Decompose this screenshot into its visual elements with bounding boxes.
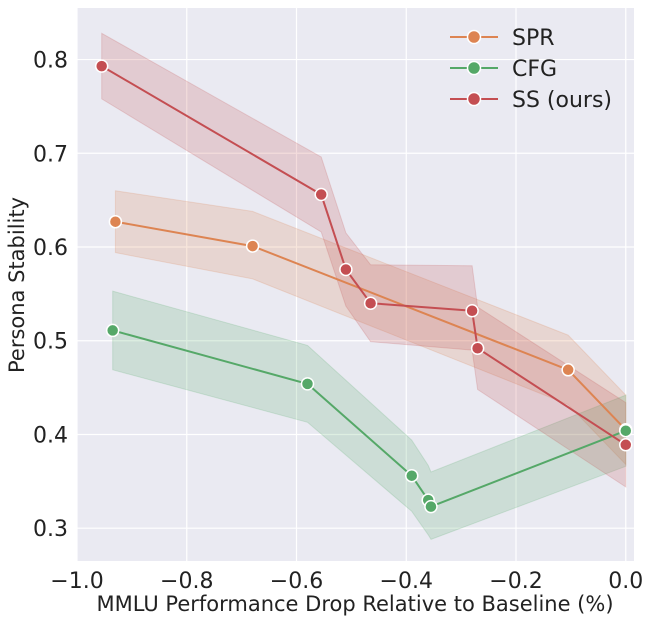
y-tick-label: 0.7 [33, 142, 68, 167]
line-cfg [112, 329, 627, 508]
point-cfg [105, 323, 120, 338]
x-tick-label: −0.2 [489, 569, 542, 594]
x-tick-label: −0.8 [160, 569, 213, 594]
legend-label: CFG [512, 57, 557, 82]
point-ss-ours [619, 438, 633, 452]
y-tick-label: 0.8 [33, 49, 68, 74]
legend: SPR CFG SS (ours) [450, 26, 612, 113]
point-ss-ours [94, 59, 109, 73]
x-axis-label: MMLU Performance Drop Relative to Baseli… [96, 592, 613, 616]
point-ss-ours [339, 262, 353, 277]
point-cfg [300, 377, 315, 391]
x-tick-label: −1.0 [50, 569, 103, 594]
y-tick-labels: 0.3 0.4 0.5 0.6 0.7 0.8 [33, 49, 68, 543]
confidence-bands [101, 32, 627, 541]
y-tick-label: 0.4 [33, 423, 68, 448]
point-ss-ours [465, 303, 479, 318]
point-cfg [424, 499, 438, 514]
line-spr [115, 220, 627, 431]
legend-label: SPR [512, 26, 555, 51]
y-tick-label: 0.6 [33, 236, 68, 261]
point-cfg [619, 423, 633, 438]
legend-marker [466, 60, 482, 76]
legend-marker [466, 91, 482, 107]
legend-label: SS (ours) [512, 88, 612, 113]
band-ss-ours [101, 32, 627, 488]
point-spr [245, 239, 260, 253]
data-points [94, 59, 633, 514]
point-cfg [404, 468, 419, 483]
y-axis-label: Persona Stability [5, 197, 29, 373]
point-ss-ours [363, 296, 378, 310]
point-ss-ours [470, 341, 485, 355]
y-tick-label: 0.3 [33, 517, 68, 542]
point-ss-ours [314, 187, 328, 202]
band-cfg [112, 290, 627, 541]
plot-background [77, 8, 634, 561]
grid [76, 8, 634, 561]
point-spr [561, 363, 575, 377]
y-tick-label: 0.5 [33, 330, 68, 355]
x-tick-labels: −1.0 −0.8 −0.6 −0.4 −0.2 0.0 [50, 569, 643, 594]
band-spr [114, 190, 627, 466]
x-tick-label: −0.6 [270, 569, 323, 594]
point-spr [108, 214, 123, 229]
x-tick-label: −0.4 [380, 569, 433, 594]
legend-marker [466, 29, 482, 45]
x-tick-label: 0.0 [608, 569, 643, 594]
